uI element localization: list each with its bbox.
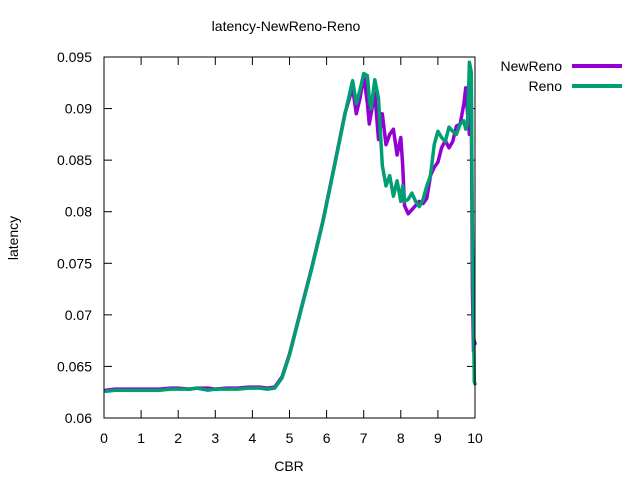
legend-label-reno: Reno <box>529 78 563 94</box>
y-axis-label: latency <box>5 216 21 260</box>
x-tick-label: 9 <box>434 430 442 446</box>
legend-label-newreno: NewReno <box>501 58 563 74</box>
y-tick-label: 0.075 <box>57 255 92 271</box>
legend: NewReno Reno <box>501 58 622 94</box>
series-line-reno <box>104 60 477 393</box>
x-tick-label: 1 <box>137 430 145 446</box>
x-tick-label: 3 <box>211 430 219 446</box>
x-tick-label: 8 <box>397 430 405 446</box>
y-tick-label: 0.06 <box>65 410 92 426</box>
series-line-newreno <box>104 73 477 392</box>
y-axis-ticks: 0.06 0.065 0.07 0.075 0.08 0.085 0.09 0.095 <box>57 49 475 426</box>
x-tick-label: 4 <box>249 430 257 446</box>
x-tick-label: 7 <box>360 430 368 446</box>
x-tick-label: 10 <box>467 430 483 446</box>
y-tick-label: 0.09 <box>65 101 92 117</box>
x-tick-label: 2 <box>174 430 182 446</box>
x-axis-ticks: 0 1 2 3 4 5 6 7 8 9 10 <box>100 57 483 446</box>
x-tick-label: 6 <box>323 430 331 446</box>
y-tick-label: 0.08 <box>65 204 92 220</box>
x-tick-label: 5 <box>286 430 294 446</box>
y-tick-label: 0.065 <box>57 358 92 374</box>
plot-frame <box>103 56 476 419</box>
y-tick-label: 0.07 <box>65 307 92 323</box>
x-axis-label: CBR <box>274 458 304 474</box>
y-tick-label: 0.085 <box>57 152 92 168</box>
series-lines <box>104 60 477 393</box>
x-tick-label: 0 <box>100 430 108 446</box>
y-tick-label: 0.095 <box>57 49 92 65</box>
chart-title: latency-NewReno-Reno <box>212 18 361 34</box>
